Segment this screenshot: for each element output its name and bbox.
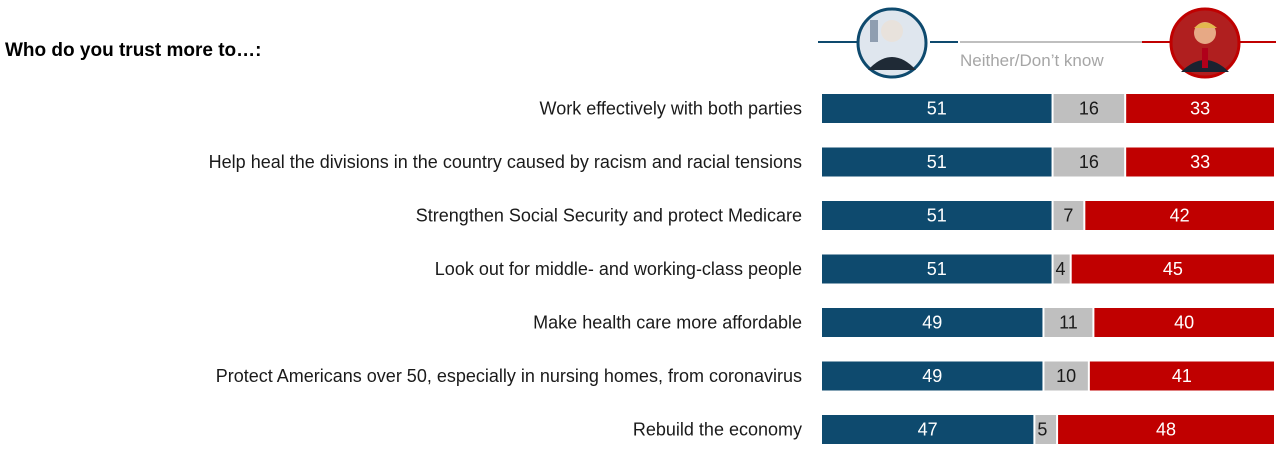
chart-row: Work effectively with both parties 51 16 33 — [540, 94, 1274, 123]
bar-seg-neither — [1053, 147, 1125, 177]
bar-seg-blue — [822, 147, 1052, 177]
data-label-seg-blue: 49 — [922, 366, 942, 386]
bar-seg-red — [1071, 254, 1274, 284]
legend: Neither/Don’t know — [818, 7, 1276, 79]
category-label: Look out for middle- and working-class p… — [435, 259, 802, 279]
bar-seg-red — [1089, 361, 1274, 391]
chart-row: Protect Americans over 50, especially in… — [216, 361, 1274, 391]
data-label-seg-neither: 5 — [1037, 420, 1047, 440]
data-label-seg-neither: 7 — [1063, 206, 1073, 226]
bar-seg-neither — [1044, 308, 1093, 337]
data-label-seg-blue: 47 — [918, 420, 938, 440]
data-label-seg-neither: 10 — [1056, 366, 1076, 386]
bar-seg-blue — [822, 201, 1052, 230]
data-label-seg-neither: 4 — [1056, 259, 1066, 279]
bar-seg-red — [1094, 308, 1274, 337]
chart-title: Who do you trust more to…: — [5, 40, 261, 61]
category-label: Strengthen Social Security and protect M… — [416, 206, 802, 226]
chart-row: Strengthen Social Security and protect M… — [416, 201, 1274, 230]
chart-row: Rebuild the economy 47 5 48 — [633, 415, 1274, 444]
bar-seg-red — [1126, 147, 1274, 177]
data-label-seg-neither: 16 — [1079, 99, 1099, 119]
bar-seg-blue — [822, 254, 1052, 284]
chart-row: Look out for middle- and working-class p… — [435, 254, 1274, 284]
data-label-seg-red: 42 — [1170, 206, 1190, 226]
data-label-seg-red: 33 — [1190, 99, 1210, 119]
data-label-seg-red: 33 — [1190, 152, 1210, 172]
chart-row: Make health care more affordable 49 11 40 — [533, 308, 1274, 337]
data-label-seg-blue: 51 — [927, 259, 947, 279]
category-label: Rebuild the economy — [633, 420, 802, 440]
bar-seg-blue — [822, 415, 1034, 444]
category-label: Make health care more affordable — [533, 313, 802, 333]
bar-seg-blue — [822, 94, 1052, 123]
bar-seg-neither — [1053, 254, 1070, 284]
bar-seg-blue — [822, 361, 1043, 391]
category-label: Help heal the divisions in the country c… — [209, 152, 802, 172]
bar-seg-red — [1126, 94, 1274, 123]
legend-neither-label: Neither/Don’t know — [960, 51, 1104, 70]
data-label-seg-red: 48 — [1156, 420, 1176, 440]
category-label: Work effectively with both parties — [540, 99, 802, 119]
data-label-seg-red: 40 — [1174, 313, 1194, 333]
data-label-seg-blue: 51 — [927, 152, 947, 172]
bar-seg-red — [1058, 415, 1274, 444]
category-label: Protect Americans over 50, especially in… — [216, 366, 802, 386]
data-label-seg-blue: 49 — [922, 313, 942, 333]
data-label-seg-blue: 51 — [927, 206, 947, 226]
data-label-seg-neither: 16 — [1079, 152, 1099, 172]
chart-row: Help heal the divisions in the country c… — [209, 147, 1274, 177]
data-label-seg-blue: 51 — [927, 99, 947, 119]
chart-rows: Work effectively with both parties 51 16 33… — [209, 94, 1274, 444]
data-label-seg-red: 41 — [1172, 366, 1192, 386]
bar-seg-neither — [1053, 94, 1125, 123]
bar-seg-blue — [822, 308, 1043, 337]
bar-seg-red — [1085, 201, 1274, 230]
data-label-seg-red: 45 — [1163, 259, 1183, 279]
bar-seg-neither — [1035, 415, 1057, 444]
candidate-portrait-red — [1169, 7, 1241, 79]
data-label-seg-neither: 11 — [1059, 313, 1078, 333]
bar-seg-neither — [1044, 361, 1088, 391]
bar-seg-neither — [1053, 201, 1084, 230]
candidate-portrait-blue — [856, 7, 928, 79]
